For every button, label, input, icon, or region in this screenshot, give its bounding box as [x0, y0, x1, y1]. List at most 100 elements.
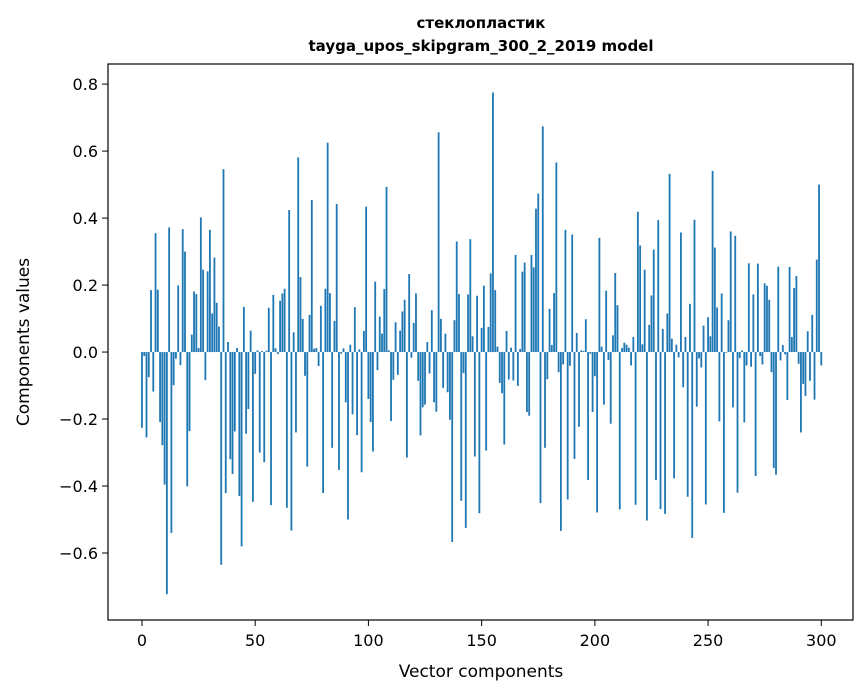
bar-112: [394, 322, 397, 353]
bar-145: [469, 239, 472, 353]
bar-273: [759, 352, 762, 357]
bar-175: [537, 193, 540, 353]
bar-53: [261, 351, 263, 353]
bar-117: [406, 352, 408, 458]
bar-3: [147, 352, 150, 378]
bar-84: [331, 352, 334, 448]
bar-290: [797, 352, 800, 364]
bar-177: [541, 126, 544, 353]
bar-201: [596, 352, 599, 513]
bar-237: [677, 352, 680, 358]
bar-249: [704, 352, 707, 505]
bar-256: [720, 293, 723, 353]
bar-146: [471, 336, 474, 353]
bar-199: [591, 352, 594, 412]
bar-30: [208, 229, 211, 353]
bar-67: [292, 332, 295, 353]
y-axis-label: Components values: [14, 258, 34, 426]
x-tick-label: 0: [137, 631, 147, 650]
bar-158: [498, 352, 501, 383]
bar-65: [288, 210, 291, 353]
y-axis-ticks: −0.6 −0.4 −0.2 0.0 0.2 0.4 0.6 0.8: [59, 75, 108, 563]
bar-192: [575, 332, 578, 353]
bar-51: [256, 350, 259, 353]
bar-102: [372, 352, 374, 452]
bar-8: [159, 352, 161, 423]
bar-281: [777, 266, 780, 353]
bar-22: [190, 334, 193, 353]
x-tick-label: 300: [806, 631, 837, 650]
bar-160: [503, 352, 506, 445]
bar-229: [659, 352, 662, 510]
bar-32: [213, 257, 216, 353]
bar-173: [532, 267, 535, 353]
bar-115: [401, 311, 404, 353]
bar-283: [781, 345, 784, 353]
bar-81: [324, 288, 327, 353]
bar-46: [245, 352, 248, 434]
bar-113: [396, 352, 399, 375]
bar-248: [702, 325, 705, 353]
bar-58: [272, 294, 275, 353]
bar-36: [222, 169, 225, 353]
bar-15: [175, 352, 177, 359]
bar-71: [301, 318, 304, 353]
bar-178: [544, 352, 546, 448]
bar-164: [512, 352, 515, 381]
bar-140: [458, 294, 460, 353]
bar-151: [482, 285, 485, 353]
bar-278: [770, 352, 773, 373]
bar-277: [768, 299, 771, 353]
bar-152: [485, 352, 488, 451]
bar-180: [548, 308, 551, 353]
bar-188: [566, 352, 569, 500]
bar-16: [177, 285, 180, 353]
bar-184: [557, 352, 560, 373]
bar-298: [815, 259, 818, 353]
bar-27: [202, 269, 205, 353]
bar-44: [240, 352, 243, 547]
bar-94: [353, 307, 356, 353]
bar-31: [211, 313, 214, 353]
y-tick-label: 0.4: [73, 209, 98, 228]
bar-224: [648, 324, 651, 353]
bar-165: [514, 254, 517, 353]
bar-193: [578, 352, 580, 427]
bar-25: [197, 348, 200, 353]
bar-136: [449, 352, 451, 420]
y-tick-label: −0.6: [59, 544, 98, 563]
bar-282: [779, 352, 782, 361]
bar-268: [747, 263, 750, 353]
bar-243: [691, 352, 694, 538]
bar-38: [227, 342, 229, 353]
bar-265: [741, 350, 743, 353]
bar-122: [417, 352, 420, 381]
bar-272: [756, 263, 759, 353]
bar-21: [188, 352, 191, 432]
bar-62: [281, 293, 284, 353]
bar-189: [569, 352, 571, 366]
y-tick-label: 0.6: [73, 142, 98, 161]
chart-title: стеклопластик: [417, 14, 546, 32]
bar-262: [734, 235, 737, 353]
bar-17: [179, 352, 182, 366]
bar-95: [356, 352, 358, 436]
bar-156: [494, 290, 497, 353]
bar-161: [505, 330, 508, 353]
bar-121: [415, 293, 417, 353]
bar-176: [539, 352, 542, 504]
bar-234: [670, 338, 673, 353]
bar-35: [220, 352, 223, 565]
bar-26: [199, 217, 202, 353]
bar-93: [351, 352, 354, 415]
bar-103: [374, 281, 377, 353]
bar-40: [231, 352, 234, 474]
bar-97: [360, 352, 363, 473]
bar-244: [693, 219, 696, 353]
bar-98: [362, 330, 365, 353]
bar-82: [326, 142, 329, 353]
bar-37: [224, 352, 227, 494]
bar-7: [156, 289, 159, 353]
bar-143: [464, 352, 467, 528]
